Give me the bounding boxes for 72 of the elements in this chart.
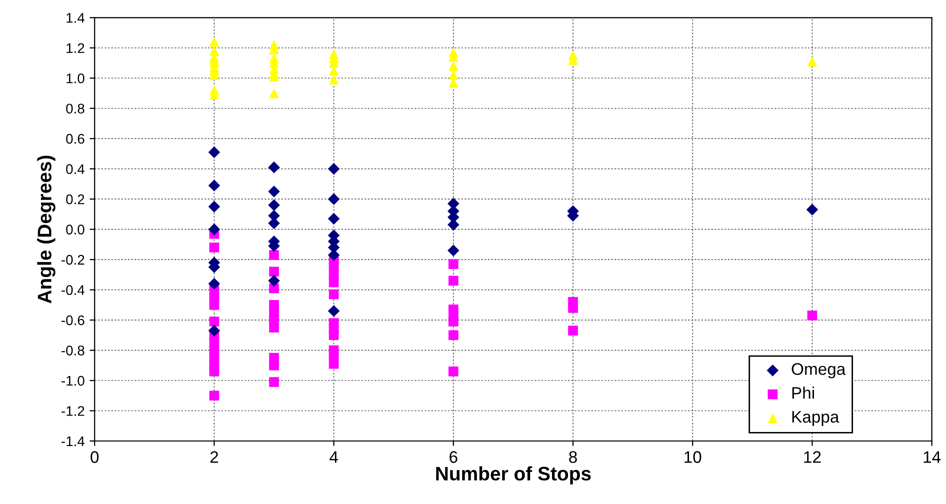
point xyxy=(448,61,458,71)
point xyxy=(448,244,460,256)
point xyxy=(328,212,340,225)
y-tick-label: -1.0 xyxy=(62,376,84,386)
point xyxy=(328,358,339,369)
point xyxy=(209,242,220,252)
y-tick-label: 0.2 xyxy=(66,194,84,204)
y-tick-label: -0.8 xyxy=(62,346,84,356)
point xyxy=(328,289,339,300)
point xyxy=(328,305,340,317)
y-tick-label: -1.2 xyxy=(62,406,84,416)
point xyxy=(268,274,280,287)
point xyxy=(269,88,279,98)
point xyxy=(448,276,458,286)
point xyxy=(448,70,458,80)
point xyxy=(807,56,818,66)
point xyxy=(269,377,279,387)
point xyxy=(806,204,818,216)
point xyxy=(209,366,220,376)
point xyxy=(448,330,458,340)
y-tick-label: 0.4 xyxy=(66,164,84,174)
point xyxy=(328,162,340,175)
y-tick-label: 1.2 xyxy=(66,43,84,53)
y-tick-label: -0.2 xyxy=(62,254,84,265)
y-tick-label: -0.4 xyxy=(62,285,84,295)
y-tick-label: -0.6 xyxy=(62,315,84,326)
point xyxy=(448,366,458,376)
x-tick-label: 8 xyxy=(569,451,577,463)
x-tick-label: 14 xyxy=(924,451,941,463)
point xyxy=(209,300,220,310)
point xyxy=(268,186,280,198)
point xyxy=(269,322,279,333)
legend-label: Phi xyxy=(792,386,814,399)
point xyxy=(209,36,220,47)
point xyxy=(208,324,220,337)
point xyxy=(209,390,220,401)
point xyxy=(269,266,279,277)
y-tick-label: 0.6 xyxy=(66,134,84,144)
point xyxy=(328,193,340,205)
point xyxy=(268,161,280,174)
point xyxy=(568,326,578,336)
x-tick-label: 6 xyxy=(450,451,458,463)
y-tick-label: 1.0 xyxy=(66,73,84,84)
point xyxy=(208,180,220,192)
y-tick-label: 1.4 xyxy=(66,13,84,23)
y-tick-label: -1.4 xyxy=(62,436,84,446)
x-tick-label: 4 xyxy=(330,451,338,463)
point xyxy=(269,360,279,370)
point xyxy=(208,278,220,290)
point xyxy=(328,74,339,85)
point xyxy=(568,303,578,313)
y-axis-title: Angle (Degrees) xyxy=(37,156,56,304)
x-axis-title: Number of Stops xyxy=(436,466,591,484)
y-tick-label: 0.0 xyxy=(66,224,84,234)
point xyxy=(328,277,339,288)
legend-label: Omega xyxy=(792,363,846,378)
point xyxy=(448,316,458,326)
x-tick-label: 2 xyxy=(210,451,218,463)
point xyxy=(328,330,339,340)
point xyxy=(208,146,220,158)
point xyxy=(269,250,279,260)
point xyxy=(268,199,280,212)
x-tick-label: 0 xyxy=(90,451,99,463)
x-tick-label: 12 xyxy=(804,451,821,463)
legend-label: Kappa xyxy=(792,411,840,426)
point xyxy=(208,223,220,236)
point xyxy=(208,200,220,213)
point xyxy=(448,259,458,270)
y-tick-label: 0.8 xyxy=(66,104,84,114)
point xyxy=(807,310,818,320)
point xyxy=(209,316,220,326)
x-tick-label: 10 xyxy=(684,451,702,463)
